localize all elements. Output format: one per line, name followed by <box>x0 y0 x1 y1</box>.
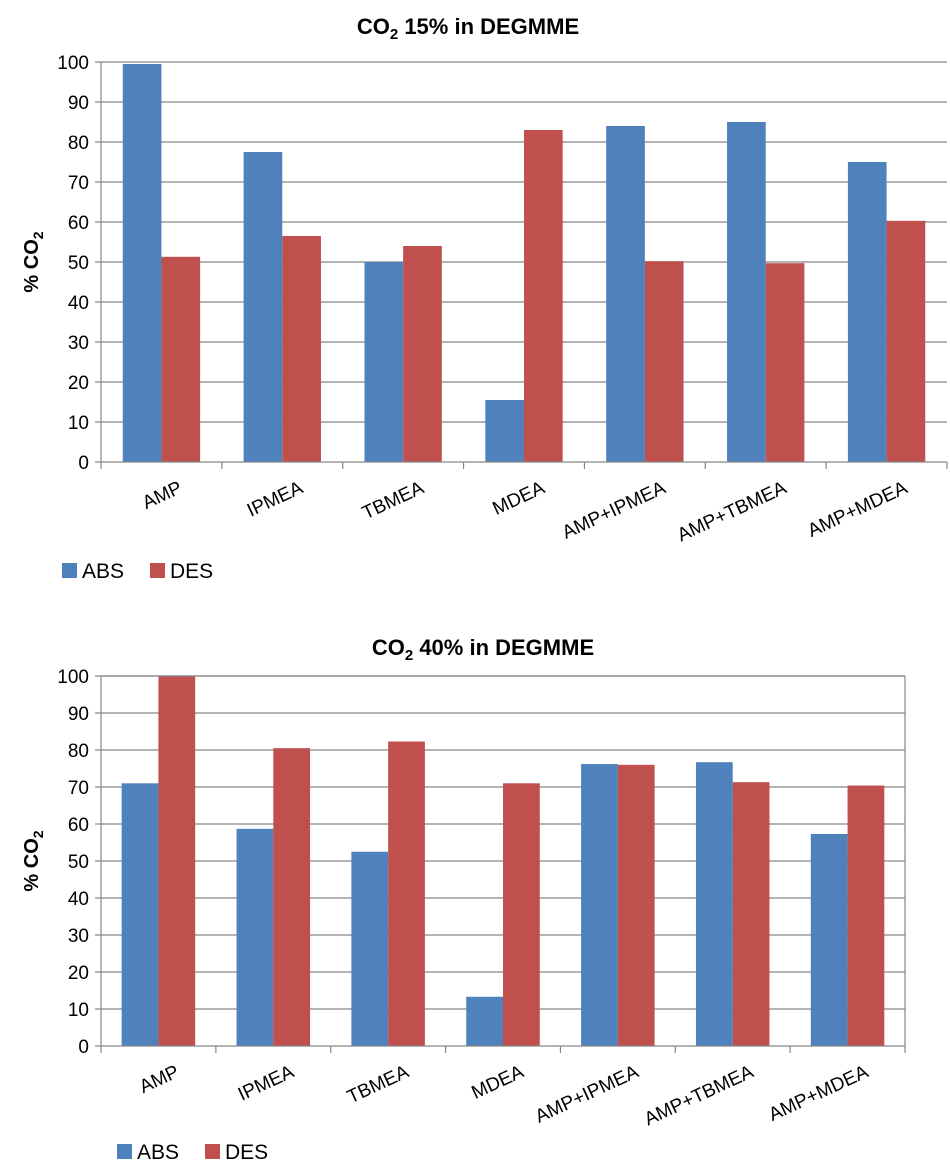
bar-abs-mdea <box>466 996 503 1046</box>
y-tick-label: 100 <box>57 667 89 688</box>
bar-abs-amp-ipmea <box>606 126 645 462</box>
y-tick-label: 50 <box>68 253 89 274</box>
y-axis-label: % CO2 <box>21 830 46 891</box>
x-category-label: IPMEA <box>244 477 307 521</box>
y-tick-label: 100 <box>57 53 89 74</box>
bar-abs-ipmea <box>243 152 283 462</box>
bar-des-amp <box>158 676 196 1046</box>
bar-des-tbmea <box>388 741 425 1046</box>
x-category-label: IPMEA <box>235 1061 298 1105</box>
bar-des-tbmea <box>403 246 442 462</box>
x-category-label: AMP+IPMEA <box>559 477 669 543</box>
x-category-label: AMP+MDEA <box>766 1061 872 1125</box>
chart-co2-40: CO2 40% in DEGMME 0 10 20 30 40 50 60 70 80 90 100 A… <box>21 635 906 1164</box>
legend-swatch-abs <box>117 1144 132 1159</box>
y-tick-label: 80 <box>68 133 89 154</box>
x-category-label: AMP <box>136 1061 182 1097</box>
chart-title: CO2 40% in DEGMME <box>372 635 594 664</box>
bar-des-amp-mdea <box>886 220 926 462</box>
y-tick-label: 10 <box>68 413 89 434</box>
x-category-label: AMP+IPMEA <box>532 1061 642 1127</box>
bar-abs-amp-mdea <box>810 833 848 1046</box>
bar-des-mdea <box>524 130 563 462</box>
bar-des-amp-ipmea <box>617 764 655 1046</box>
y-tick-label: 40 <box>68 889 89 910</box>
legend-swatch-abs <box>62 563 77 578</box>
legend-swatch-des <box>205 1144 220 1159</box>
y-tick-label: 60 <box>68 815 89 836</box>
bar-des-ipmea <box>273 748 311 1046</box>
y-tick-label: 50 <box>68 852 89 873</box>
legend-label-des: DES <box>225 1141 268 1164</box>
y-tick-label: 80 <box>68 741 89 762</box>
bar-des-amp-mdea <box>847 785 885 1046</box>
x-category-label: AMP+TBMEA <box>674 477 790 546</box>
bar-abs-amp <box>122 64 162 462</box>
bar-abs-ipmea <box>236 828 274 1046</box>
y-tick-label: 40 <box>68 293 89 314</box>
y-tick-label: 0 <box>78 453 89 474</box>
x-category-label: TBMEA <box>344 1061 412 1108</box>
x-category-label: AMP <box>139 477 185 513</box>
bar-des-ipmea <box>282 236 321 462</box>
legend-label-des: DES <box>170 560 213 583</box>
y-tick-label: 70 <box>68 173 89 194</box>
bar-abs-amp <box>121 783 159 1046</box>
legend-label-abs: ABS <box>137 1141 179 1164</box>
legend-label-abs: ABS <box>82 560 124 583</box>
y-tick-label: 70 <box>68 778 89 799</box>
bar-des-amp-tbmea <box>732 782 770 1046</box>
y-axis-label: % CO2 <box>21 231 46 292</box>
chart-co2-15: CO2 15% in DEGMME 0 10 20 30 40 50 60 70 80 90 100 A… <box>21 14 948 583</box>
bar-des-mdea <box>503 783 540 1046</box>
x-category-label: MDEA <box>489 477 548 519</box>
y-tick-label: 30 <box>68 333 89 354</box>
x-category-label: AMP+TBMEA <box>641 1061 757 1130</box>
bar-des-amp-tbmea <box>765 263 805 462</box>
chart-title: CO2 15% in DEGMME <box>357 14 579 43</box>
bar-abs-amp-tbmea <box>727 122 766 462</box>
y-tick-label: 90 <box>68 704 89 725</box>
y-tick-label: 20 <box>68 963 89 984</box>
bar-abs-mdea <box>485 400 524 462</box>
x-category-label: MDEA <box>468 1061 527 1103</box>
bar-abs-tbmea <box>364 262 404 462</box>
bar-abs-amp-ipmea <box>581 764 618 1046</box>
legend-swatch-des <box>150 563 165 578</box>
y-tick-label: 60 <box>68 213 89 234</box>
y-tick-label: 20 <box>68 373 89 394</box>
bar-abs-amp-tbmea <box>695 762 733 1046</box>
bar-des-amp <box>161 256 201 462</box>
x-category-label: TBMEA <box>359 477 427 524</box>
y-tick-label: 0 <box>78 1037 89 1058</box>
bar-abs-tbmea <box>351 851 389 1046</box>
bar-abs-amp-mdea <box>847 162 887 462</box>
x-category-label: AMP+MDEA <box>805 477 911 541</box>
y-tick-label: 30 <box>68 926 89 947</box>
y-tick-label: 10 <box>68 1000 89 1021</box>
y-tick-label: 90 <box>68 93 89 114</box>
bar-des-amp-ipmea <box>644 261 684 462</box>
